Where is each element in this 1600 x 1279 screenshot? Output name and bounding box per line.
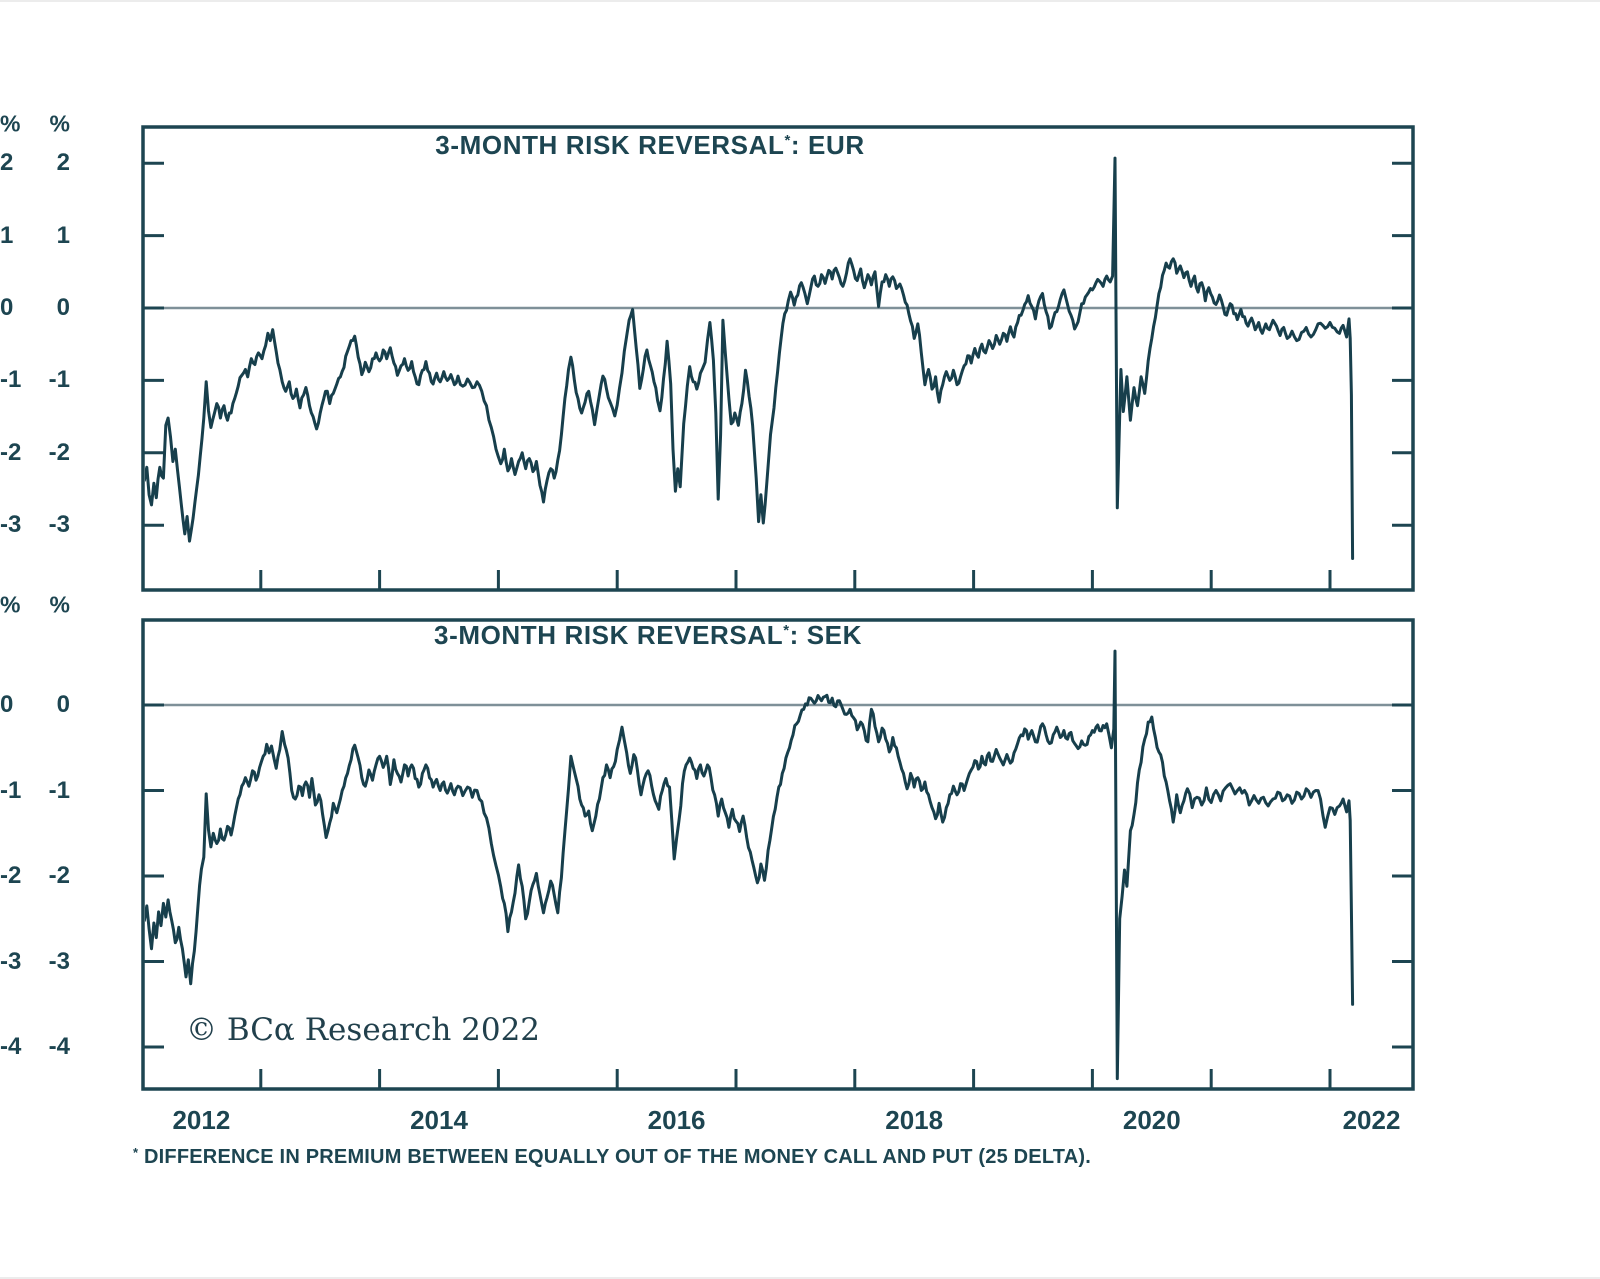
- copyright-note: © BCα Research 2022: [186, 1012, 541, 1048]
- sek-y-unit-right: %: [0, 591, 21, 618]
- footnote-asterisk: *: [133, 1145, 139, 1160]
- x-tick-label: 2012: [172, 1105, 231, 1135]
- x-tick-label: 2014: [410, 1105, 468, 1135]
- y-tick-label: 1: [56, 221, 70, 249]
- x-tick-label: 2022: [1342, 1105, 1401, 1135]
- sek-title-main: 3-MONTH RISK REVERSAL: [434, 620, 784, 650]
- x-tick-label: 2018: [885, 1105, 944, 1135]
- y-tick-label: 0: [0, 294, 14, 321]
- eur-title-asterisk: *: [784, 132, 791, 149]
- x-tick-label: 2016: [647, 1105, 706, 1135]
- eur-y-unit-right: %: [0, 110, 21, 137]
- y-tick-label: -2: [0, 862, 22, 889]
- y-tick-label: -3: [48, 947, 70, 975]
- sek-title-asterisk: *: [783, 622, 790, 639]
- y-tick-label: -3: [48, 511, 70, 539]
- y-tick-label: 0: [56, 691, 70, 718]
- footnote: * DIFFERENCE IN PREMIUM BETWEEN EQUALLY …: [133, 1145, 1091, 1169]
- eur-chart-title: 3-MONTH RISK REVERSAL*: EUR: [435, 130, 864, 161]
- eur-title-rest: : EUR: [790, 130, 865, 160]
- sek-y-unit-left: %: [49, 591, 70, 618]
- y-tick-label: -1: [0, 776, 22, 804]
- y-tick-label: -4: [48, 1033, 70, 1060]
- eur-title-main: 3-MONTH RISK REVERSAL: [435, 130, 785, 160]
- y-tick-label: -2: [48, 438, 70, 466]
- sek-chart-title: 3-MONTH RISK REVERSAL*: SEK: [434, 620, 862, 651]
- y-tick-label: 2: [56, 149, 70, 177]
- y-tick-label: -2: [48, 862, 70, 889]
- x-tick-label: 2020: [1122, 1105, 1181, 1135]
- y-tick-label: 2: [0, 149, 14, 177]
- footnote-text: DIFFERENCE IN PREMIUM BETWEEN EQUALLY OU…: [138, 1146, 1091, 1168]
- eur-y-unit-left: %: [49, 110, 70, 137]
- y-tick-label: -4: [0, 1033, 22, 1060]
- y-tick-label: 1: [0, 221, 14, 249]
- y-tick-label: -1: [0, 366, 22, 394]
- y-tick-label: 0: [0, 691, 14, 718]
- sek-title-rest: : SEK: [789, 620, 862, 650]
- y-tick-label: -1: [48, 776, 70, 804]
- y-tick-label: -2: [0, 438, 22, 466]
- y-tick-label: -1: [48, 366, 70, 394]
- y-tick-label: -3: [0, 947, 22, 975]
- y-tick-label: -3: [0, 511, 22, 539]
- y-tick-label: 0: [56, 294, 70, 321]
